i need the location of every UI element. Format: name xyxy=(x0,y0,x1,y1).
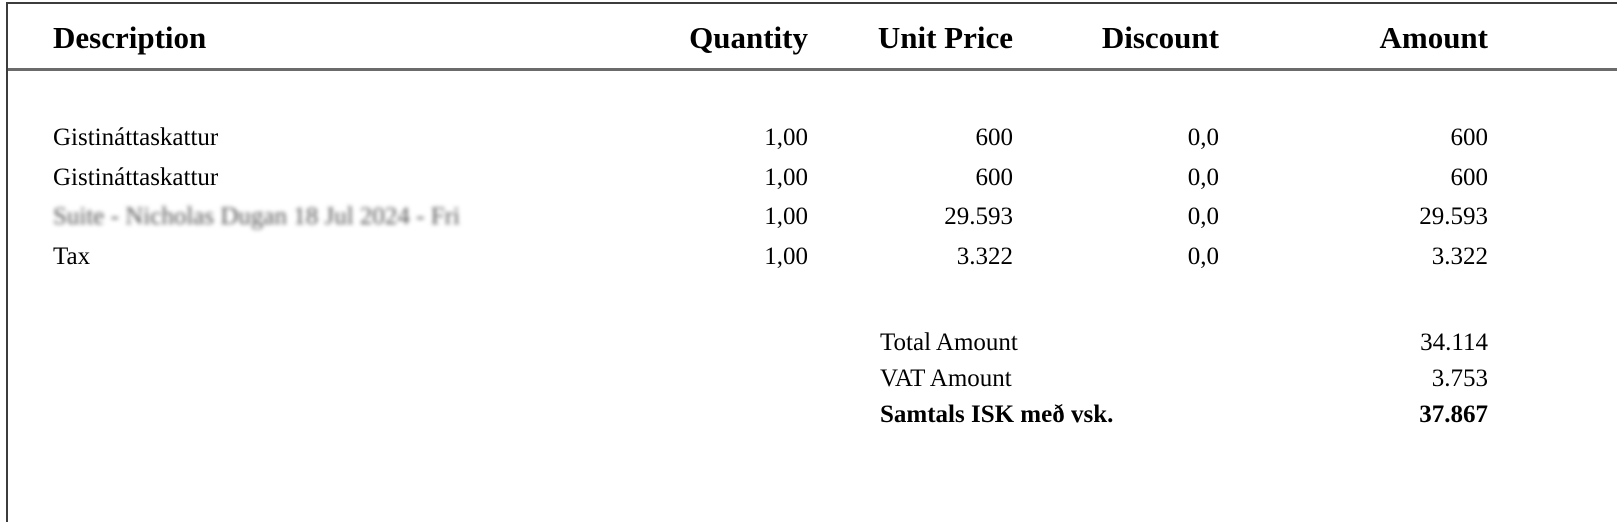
row-discount: 0,0 xyxy=(1187,163,1219,191)
header-amount: Amount xyxy=(1379,20,1488,55)
header-unit-price: Unit Price xyxy=(877,20,1013,55)
row-discount: 0,0 xyxy=(1187,242,1219,270)
vat-amount-label: VAT Amount xyxy=(880,365,1012,392)
row-amount: 3.322 xyxy=(1431,242,1488,270)
row-unit-price: 29.593 xyxy=(944,203,1013,230)
grand-total-row: Samtals ISK með vsk. 37.867 xyxy=(0,397,1617,433)
table-row: Suite - Nicholas Dugan 18 Jul 2024 - Fri… xyxy=(0,199,1617,239)
table-header: Description Quantity Unit Price Discount… xyxy=(0,0,1617,70)
row-quantity: 1,00 xyxy=(764,242,808,270)
total-amount-value: 34.114 xyxy=(1420,329,1488,356)
total-amount-label: Total Amount xyxy=(880,329,1018,356)
row-quantity: 1,00 xyxy=(764,163,808,191)
row-amount: 600 xyxy=(1450,124,1489,151)
header-quantity: Quantity xyxy=(689,20,808,55)
table-row: Tax 1,00 3.322 0,0 3.322 xyxy=(0,239,1617,279)
document-frame xyxy=(6,2,1617,522)
vat-amount-value: 3.753 xyxy=(1431,365,1488,392)
grand-total-value: 37.867 xyxy=(1419,401,1488,428)
table-row: Gistináttaskattur 1,00 600 0,0 600 xyxy=(0,160,1617,200)
vat-amount-row: VAT Amount 3.753 xyxy=(0,361,1617,397)
header-divider xyxy=(8,68,1617,71)
header-description: Description xyxy=(53,20,207,55)
row-description: Gistináttaskattur xyxy=(53,163,219,191)
row-description-redacted: Suite - Nicholas Dugan 18 Jul 2024 - Fri xyxy=(53,203,460,230)
row-quantity: 1,00 xyxy=(764,203,808,230)
line-items: Gistináttaskattur 1,00 600 0,0 600 Gisti… xyxy=(0,120,1617,278)
total-amount-row: Total Amount 34.114 xyxy=(0,325,1617,361)
row-quantity: 1,00 xyxy=(764,124,808,151)
row-discount: 0,0 xyxy=(1187,124,1219,151)
table-row: Gistináttaskattur 1,00 600 0,0 600 xyxy=(0,120,1617,160)
row-amount: 29.593 xyxy=(1419,203,1488,230)
header-discount: Discount xyxy=(1101,20,1219,55)
totals-section: Total Amount 34.114 VAT Amount 3.753 Sam… xyxy=(0,325,1617,433)
row-unit-price: 600 xyxy=(975,163,1014,191)
row-discount: 0,0 xyxy=(1187,203,1219,230)
row-description: Tax xyxy=(53,242,91,270)
grand-total-label: Samtals ISK með vsk. xyxy=(880,401,1114,428)
row-amount: 600 xyxy=(1450,163,1489,191)
row-unit-price: 3.322 xyxy=(956,242,1013,270)
row-description: Gistináttaskattur xyxy=(53,124,219,151)
row-unit-price: 600 xyxy=(975,124,1014,151)
